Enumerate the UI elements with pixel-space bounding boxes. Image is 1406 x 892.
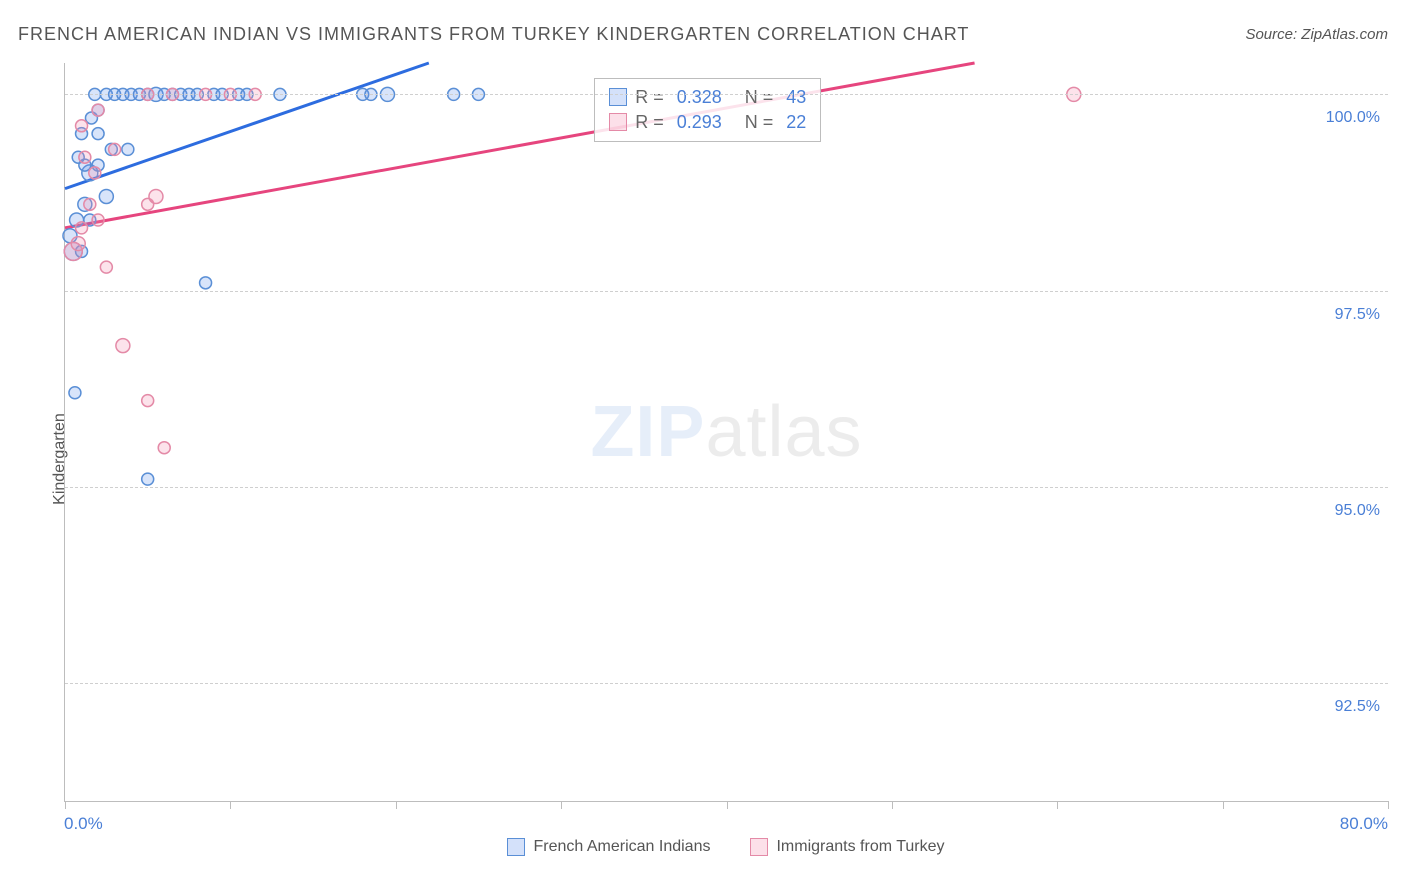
pink-point (79, 151, 91, 163)
blue-point (200, 277, 212, 289)
gridline (65, 94, 1388, 95)
pink-point (158, 442, 170, 454)
stats-row: R = 0.293 N = 22 (609, 110, 806, 135)
blue-point (142, 473, 154, 485)
blue-point (122, 143, 134, 155)
legend-item: Immigrants from Turkey (750, 838, 944, 856)
plot-area: ZIPatlas R = 0.328 N = 43R = 0.293 N = 2… (64, 63, 1388, 802)
pink-point (76, 222, 88, 234)
chart-title: FRENCH AMERICAN INDIAN VS IMMIGRANTS FRO… (18, 24, 969, 45)
blue-point (92, 128, 104, 140)
pink-point (142, 395, 154, 407)
x-tick (65, 801, 66, 809)
pink-point (89, 167, 101, 179)
pink-swatch-icon (750, 838, 768, 856)
stats-row: R = 0.328 N = 43 (609, 85, 806, 110)
blue-point (99, 189, 113, 203)
blue-trend-line (65, 63, 429, 189)
x-tick (1057, 801, 1058, 809)
blue-swatch-icon (507, 838, 525, 856)
pink-trend-line (65, 63, 975, 228)
chart-svg (65, 63, 1388, 801)
y-tick-label: 92.5% (1335, 698, 1380, 716)
y-tick-label: 100.0% (1326, 109, 1380, 127)
pink-point (92, 104, 104, 116)
pink-point (109, 143, 121, 155)
correlation-stats-box: R = 0.328 N = 43R = 0.293 N = 22 (594, 78, 821, 142)
pink-point (149, 189, 163, 203)
chart-header: FRENCH AMERICAN INDIAN VS IMMIGRANTS FRO… (18, 24, 1388, 45)
x-tick (230, 801, 231, 809)
legend-label: French American Indians (533, 838, 710, 856)
pink-point (84, 198, 96, 210)
blue-point (69, 387, 81, 399)
pink-point (116, 339, 130, 353)
chart-container: Kindergarten ZIPatlas R = 0.328 N = 43R … (18, 55, 1388, 862)
y-tick-label: 97.5% (1335, 306, 1380, 324)
x-tick (892, 801, 893, 809)
pink-swatch-icon (609, 113, 627, 131)
chart-source: Source: ZipAtlas.com (1245, 26, 1388, 43)
legend: French American Indians Immigrants from T… (64, 832, 1388, 862)
x-tick (727, 801, 728, 809)
x-axis-min-label: 0.0% (64, 814, 103, 834)
x-tick (396, 801, 397, 809)
gridline (65, 291, 1388, 292)
legend-label: Immigrants from Turkey (776, 838, 944, 856)
pink-point (71, 237, 85, 251)
x-axis-max-label: 80.0% (1340, 814, 1388, 834)
x-tick (561, 801, 562, 809)
gridline (65, 683, 1388, 684)
legend-item: French American Indians (507, 838, 710, 856)
y-tick-label: 95.0% (1335, 502, 1380, 520)
pink-point (92, 214, 104, 226)
x-tick (1223, 801, 1224, 809)
x-tick (1388, 801, 1389, 809)
gridline (65, 487, 1388, 488)
pink-point (100, 261, 112, 273)
pink-point (76, 120, 88, 132)
blue-swatch-icon (609, 88, 627, 106)
